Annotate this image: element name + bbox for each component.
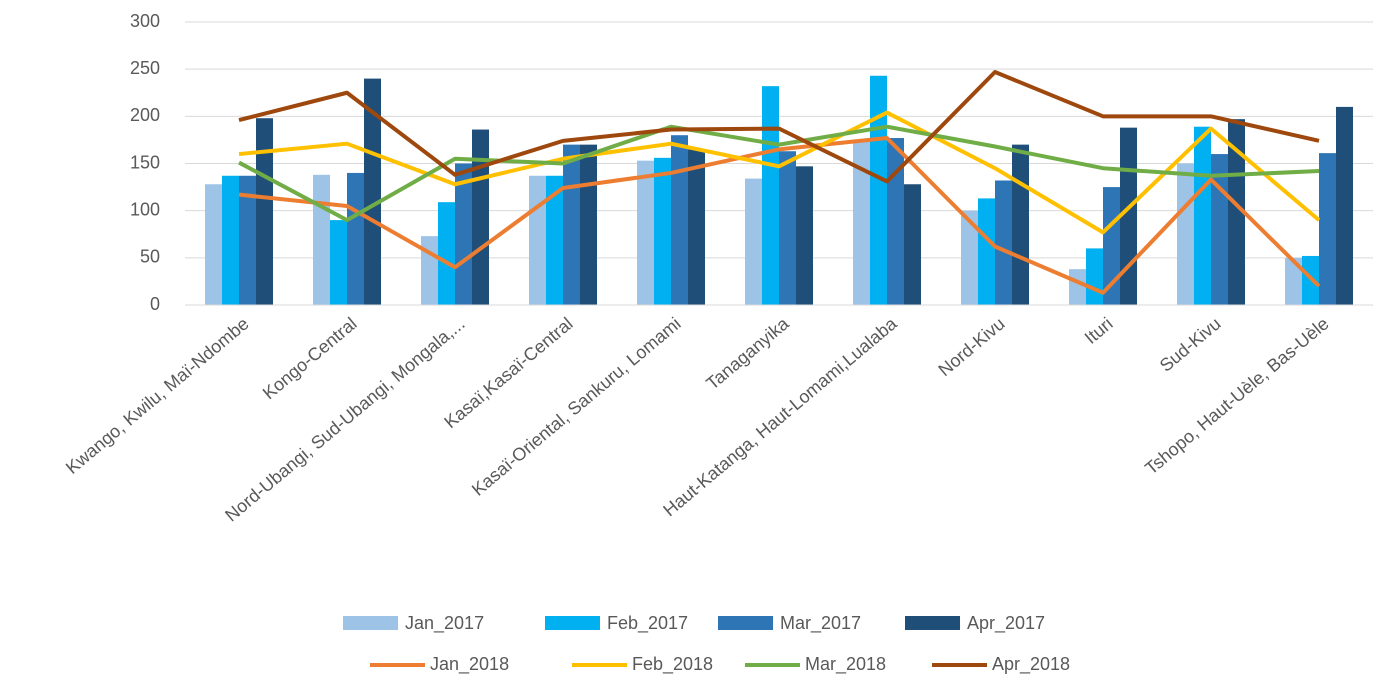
bar — [671, 135, 688, 305]
legend-label: Mar_2017 — [780, 613, 861, 634]
bar — [887, 138, 904, 305]
x-tick-label: Sud-Kivu — [1156, 313, 1225, 375]
bar — [529, 175, 546, 305]
bar — [546, 175, 563, 305]
bar — [455, 163, 472, 305]
bar — [1319, 153, 1336, 305]
bar — [472, 129, 489, 305]
legend-label: Feb_2018 — [632, 654, 713, 675]
bar — [779, 151, 796, 305]
bar — [1194, 126, 1211, 306]
bar — [256, 118, 273, 305]
bar — [796, 166, 813, 305]
bar — [347, 172, 364, 305]
bar — [580, 144, 597, 305]
bar — [1069, 269, 1086, 305]
bar — [1103, 187, 1120, 305]
line — [238, 124, 1320, 223]
y-tick-label: 250 — [130, 58, 160, 78]
bar — [1336, 106, 1353, 306]
legend-label: Apr_2017 — [967, 613, 1045, 634]
x-tick-label: Nord-Kivu — [934, 313, 1008, 380]
bar — [654, 157, 671, 305]
legend-swatch — [718, 616, 773, 630]
bar — [222, 175, 239, 305]
bar — [870, 75, 887, 306]
bar — [978, 198, 995, 305]
bar — [995, 180, 1012, 305]
x-tick-label: Tanaganyika — [702, 313, 793, 394]
bar — [313, 174, 330, 305]
bar — [1086, 248, 1103, 305]
bar — [330, 220, 347, 305]
bar — [421, 236, 438, 305]
bar — [688, 149, 705, 305]
bar — [1012, 144, 1029, 305]
bar — [205, 184, 222, 305]
y-tick-label: 300 — [130, 11, 160, 31]
line — [238, 69, 1320, 184]
legend-label: Apr_2018 — [992, 654, 1070, 675]
bar — [961, 210, 978, 305]
y-tick-label: 150 — [130, 152, 160, 172]
bar — [239, 175, 256, 305]
bar — [904, 184, 921, 305]
y-tick-label: 100 — [130, 199, 160, 219]
line — [238, 110, 1321, 235]
bar — [762, 86, 779, 305]
legend-label: Feb_2017 — [607, 613, 688, 634]
x-tick-label: Kongo-Central — [259, 313, 361, 403]
legend-swatch — [905, 616, 960, 630]
bar — [637, 160, 654, 305]
x-tick-label: Nord-Ubangi, Sud-Ubangi, Mongala,... — [221, 313, 468, 525]
x-tick-label: Kasaï-Oriental, Sankuru, Lomami — [468, 313, 685, 499]
legend-label: Jan_2017 — [405, 613, 484, 634]
x-tick-label: Tshopo, Haut-Uèle, Bas-Uèle — [1141, 313, 1332, 478]
bar — [1228, 119, 1245, 305]
bar — [364, 78, 381, 305]
y-tick-label: 50 — [140, 247, 160, 267]
bar — [563, 144, 580, 305]
bar — [1285, 257, 1302, 305]
line — [238, 136, 1321, 295]
x-tick-label: Kwango, Kwilu, Maï-Ndombe — [62, 313, 253, 478]
bar — [745, 178, 762, 305]
x-tick-label: Haut-Katanga, Haut-Lomami,Lualaba — [659, 313, 901, 521]
legend-swatch — [343, 616, 398, 630]
legend-label: Mar_2018 — [805, 654, 886, 675]
bar — [1177, 163, 1194, 305]
y-tick-label: 200 — [130, 105, 160, 125]
legend-swatch — [545, 616, 600, 630]
legend-label: Jan_2018 — [430, 654, 509, 675]
y-tick-label: 0 — [150, 294, 160, 314]
bar — [438, 202, 455, 305]
x-tick-label: Ituri — [1081, 313, 1117, 348]
bar — [853, 139, 870, 305]
